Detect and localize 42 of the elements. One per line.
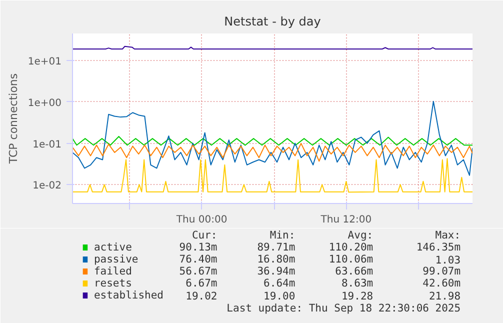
text: 21.98 xyxy=(428,290,461,302)
text: 90.13m xyxy=(179,242,218,254)
text: 36.94m xyxy=(257,266,296,278)
y-tick-label: 1e+00 xyxy=(28,98,62,109)
text: 6.67m xyxy=(186,278,218,290)
x-tick-label: Thu 00:00 xyxy=(175,214,228,226)
text: Avg: xyxy=(348,230,374,242)
text: 6.64m xyxy=(264,278,296,290)
text: 63.66m xyxy=(335,266,374,278)
line-series xyxy=(72,100,472,176)
y-axis-title: TCP connections xyxy=(6,73,20,165)
text: Max: xyxy=(435,230,461,242)
line-series xyxy=(72,136,472,146)
text: 56.67m xyxy=(179,266,218,278)
legend-label: passive xyxy=(94,254,138,266)
text: Min: xyxy=(270,230,296,242)
text: 1.03 xyxy=(435,254,461,266)
text: 110.06m xyxy=(328,254,374,266)
text: 19.00 xyxy=(264,290,296,302)
y-tick-label: 1e-02 xyxy=(32,180,62,192)
text: 146.35m xyxy=(416,242,461,254)
line-series xyxy=(72,158,472,193)
text: 19.28 xyxy=(341,290,374,302)
chart-title: Netstat - by day xyxy=(224,14,321,28)
legend-label: failed xyxy=(94,266,132,278)
text: Cur: xyxy=(192,230,218,242)
y-tick-label: 1e+01 xyxy=(28,56,62,68)
text: 76.40m xyxy=(179,254,218,266)
text: 42.60m xyxy=(422,278,461,290)
y-tick-label: 1e-01 xyxy=(32,139,62,150)
text: 8.63m xyxy=(341,278,374,290)
legend-label: established xyxy=(94,290,164,302)
text: 110.20m xyxy=(328,242,374,254)
legend-label: active xyxy=(94,242,132,254)
text: 19.02 xyxy=(186,290,218,302)
text: Last update: Thu Sep 18 22:30:06 2025 xyxy=(226,302,461,314)
text: 89.71m xyxy=(257,242,296,254)
x-tick-label: Thu 12:00 xyxy=(320,214,372,226)
line-series xyxy=(72,142,472,162)
text: 16.80m xyxy=(257,254,296,266)
legend-label: resets xyxy=(94,278,132,290)
text: 99.07m xyxy=(422,266,461,278)
